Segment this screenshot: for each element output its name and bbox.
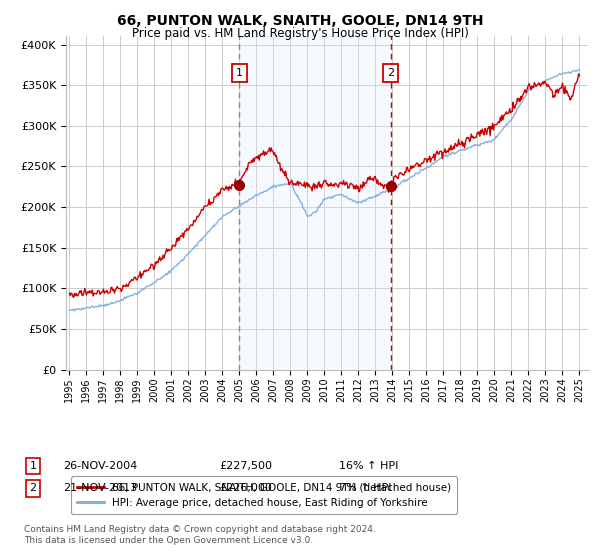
Text: 7% ↑ HPI: 7% ↑ HPI bbox=[339, 483, 391, 493]
Text: Contains HM Land Registry data © Crown copyright and database right 2024.
This d: Contains HM Land Registry data © Crown c… bbox=[24, 525, 376, 545]
Legend: 66, PUNTON WALK, SNAITH, GOOLE, DN14 9TH (detached house), HPI: Average price, d: 66, PUNTON WALK, SNAITH, GOOLE, DN14 9TH… bbox=[71, 477, 457, 514]
Text: 26-NOV-2004: 26-NOV-2004 bbox=[63, 461, 137, 471]
Text: 16% ↑ HPI: 16% ↑ HPI bbox=[339, 461, 398, 471]
Text: £227,500: £227,500 bbox=[219, 461, 272, 471]
Text: 2: 2 bbox=[29, 483, 37, 493]
Text: 2: 2 bbox=[387, 68, 394, 78]
Text: 21-NOV-2013: 21-NOV-2013 bbox=[63, 483, 137, 493]
Text: 66, PUNTON WALK, SNAITH, GOOLE, DN14 9TH: 66, PUNTON WALK, SNAITH, GOOLE, DN14 9TH bbox=[117, 14, 483, 28]
Text: 1: 1 bbox=[236, 68, 243, 78]
Text: Price paid vs. HM Land Registry's House Price Index (HPI): Price paid vs. HM Land Registry's House … bbox=[131, 27, 469, 40]
Bar bbox=[239, 36, 391, 370]
Text: 1: 1 bbox=[29, 461, 37, 471]
Text: £226,000: £226,000 bbox=[219, 483, 272, 493]
